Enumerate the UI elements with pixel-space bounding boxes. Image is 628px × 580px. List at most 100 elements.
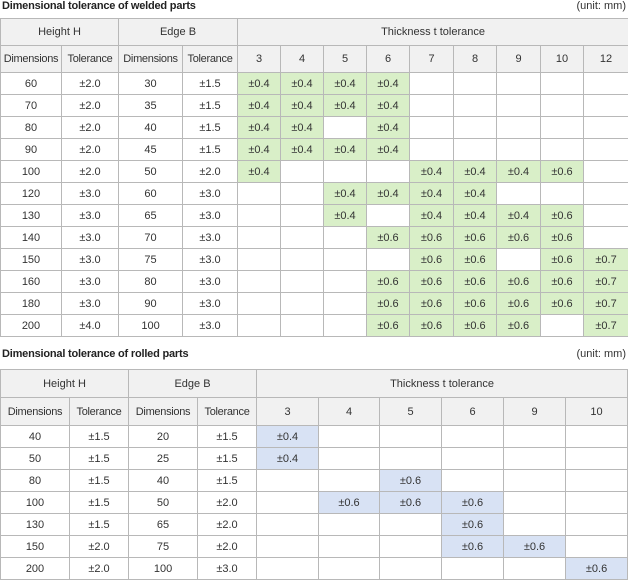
thickness-tolerance-cell [504,514,566,536]
thickness-column-header: 8 [454,46,497,73]
thickness-tolerance-cell [454,95,497,117]
height-tolerance-cell: ±4.0 [62,315,119,337]
edge-tolerance-cell: ±3.0 [198,558,257,580]
thickness-column-header: 10 [541,46,584,73]
edge-tolerance-cell: ±3.0 [183,293,238,315]
thickness-column-header: 5 [380,398,442,426]
thickness-tolerance-cell: ±0.6 [410,293,454,315]
thickness-group-header: Thickness t tolerance [257,370,628,398]
thickness-tolerance-cell [410,73,454,95]
thickness-column-header: 12 [584,46,628,73]
thickness-tolerance-cell [454,73,497,95]
thickness-tolerance-cell [454,117,497,139]
thickness-tolerance-cell: ±0.4 [410,161,454,183]
thickness-tolerance-cell: ±0.6 [541,205,584,227]
height-dimension-cell: 60 [1,73,62,95]
edge-tolerance-cell: ±1.5 [183,73,238,95]
thickness-tolerance-cell [281,315,324,337]
thickness-tolerance-cell [566,514,628,536]
height-dimension-cell: 160 [1,271,62,293]
thickness-tolerance-cell [442,426,504,448]
edge-dimension-cell: 75 [119,249,183,271]
rolled-section-header: Dimensional tolerance of rolled parts (u… [0,348,628,362]
thickness-tolerance-cell [442,448,504,470]
thickness-tolerance-cell: ±0.4 [324,183,367,205]
thickness-tolerance-cell [497,117,541,139]
thickness-tolerance-cell: ±0.4 [238,95,281,117]
thickness-tolerance-cell: ±0.4 [324,139,367,161]
edge-dimension-cell: 40 [119,117,183,139]
edge-tolerance-cell: ±1.5 [183,117,238,139]
edge-tolerance-cell: ±3.0 [183,227,238,249]
thickness-tolerance-cell: ±0.6 [454,293,497,315]
thickness-tolerance-cell: ±0.7 [584,271,628,293]
thickness-tolerance-cell [238,227,281,249]
thickness-column-header: 5 [324,46,367,73]
edge-dimension-cell: 50 [129,492,198,514]
height-dimension-cell: 180 [1,293,62,315]
thickness-tolerance-cell [497,73,541,95]
thickness-tolerance-cell [566,426,628,448]
thickness-tolerance-cell: ±0.7 [584,293,628,315]
thickness-tolerance-cell [257,470,319,492]
thickness-tolerance-cell: ±0.7 [584,249,628,271]
thickness-tolerance-cell: ±0.6 [410,249,454,271]
thickness-tolerance-cell [257,536,319,558]
height-tolerance-header: Tolerance [70,398,129,426]
thickness-tolerance-cell: ±0.6 [410,227,454,249]
edge-dimension-cell: 30 [119,73,183,95]
edge-group-header: Edge B [119,19,238,46]
edge-tolerance-cell: ±1.5 [183,139,238,161]
edge-tolerance-cell: ±3.0 [183,271,238,293]
thickness-tolerance-cell [497,249,541,271]
thickness-tolerance-cell [566,448,628,470]
height-dimension-cell: 80 [1,470,70,492]
thickness-tolerance-cell: ±0.6 [541,271,584,293]
edge-dimension-cell: 45 [119,139,183,161]
thickness-tolerance-cell [238,205,281,227]
thickness-tolerance-cell [319,470,380,492]
thickness-tolerance-cell [410,95,454,117]
edge-dimensions-header: Dimensions [119,46,183,73]
thickness-tolerance-cell: ±0.6 [410,271,454,293]
thickness-tolerance-cell: ±0.6 [454,249,497,271]
thickness-tolerance-cell: ±0.7 [584,315,628,337]
thickness-tolerance-cell [566,470,628,492]
thickness-tolerance-cell [281,183,324,205]
thickness-tolerance-cell [504,470,566,492]
thickness-tolerance-cell: ±0.4 [257,448,319,470]
thickness-tolerance-cell: ±0.6 [497,271,541,293]
thickness-tolerance-cell: ±0.6 [380,470,442,492]
height-tolerance-cell: ±2.0 [62,117,119,139]
thickness-tolerance-cell [442,470,504,492]
edge-tolerance-header: Tolerance [183,46,238,73]
thickness-tolerance-cell: ±0.4 [410,183,454,205]
thickness-tolerance-cell [324,227,367,249]
height-dimension-cell: 100 [1,492,70,514]
height-tolerance-cell: ±3.0 [62,249,119,271]
thickness-tolerance-cell: ±0.4 [238,139,281,161]
edge-tolerance-cell: ±2.0 [183,161,238,183]
thickness-tolerance-cell [324,117,367,139]
thickness-tolerance-cell [497,139,541,161]
height-dimension-cell: 130 [1,205,62,227]
thickness-tolerance-cell [497,95,541,117]
thickness-tolerance-cell [319,536,380,558]
thickness-tolerance-cell: ±0.4 [410,205,454,227]
height-group-header: Height H [1,370,129,398]
edge-dimension-cell: 80 [119,271,183,293]
height-tolerance-cell: ±1.5 [70,426,129,448]
thickness-tolerance-cell [410,117,454,139]
edge-dimension-cell: 20 [129,426,198,448]
height-tolerance-cell: ±2.0 [70,558,129,580]
thickness-tolerance-cell: ±0.6 [497,227,541,249]
thickness-tolerance-cell: ±0.6 [454,271,497,293]
height-dimension-cell: 90 [1,139,62,161]
thickness-column-header: 6 [367,46,410,73]
thickness-column-header: 3 [238,46,281,73]
